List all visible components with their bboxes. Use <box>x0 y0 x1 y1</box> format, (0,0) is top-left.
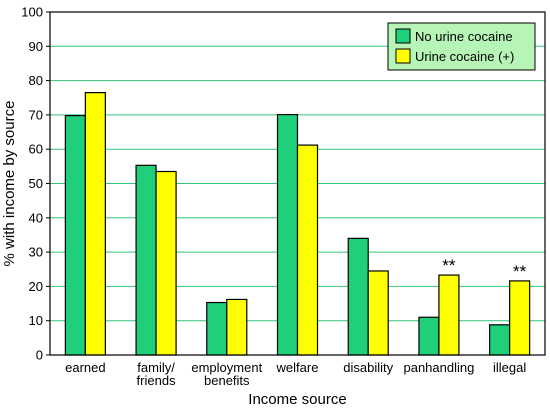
y-tick-label: 0 <box>36 348 43 363</box>
legend-label: No urine cocaine <box>415 29 513 44</box>
bar-no-cocaine <box>135 164 157 356</box>
y-tick-label: 30 <box>29 245 43 260</box>
y-tick-label: 90 <box>29 39 43 54</box>
bar-no-cocaine <box>276 113 299 356</box>
legend-label: Urine cocaine (+) <box>415 49 514 64</box>
y-tick-label: 80 <box>29 73 43 88</box>
legend-swatch <box>395 28 411 44</box>
significance-annotation: ** <box>513 262 527 281</box>
y-axis-title: % with income by source <box>1 101 18 267</box>
bar-no-cocaine <box>418 316 440 356</box>
bar-cocaine-positive <box>296 144 319 356</box>
y-tick-label: 100 <box>21 5 43 20</box>
x-tick-label: panhandling <box>403 360 474 375</box>
bar-cocaine-positive <box>509 280 531 356</box>
x-tick-label: welfare <box>276 360 319 375</box>
bar-cocaine-positive <box>438 274 460 356</box>
y-tick-label: 50 <box>29 176 43 191</box>
y-tick-label: 60 <box>29 142 43 157</box>
x-axis-title: Income source <box>248 391 346 408</box>
x-tick-label: benefits <box>204 373 250 388</box>
bar-no-cocaine <box>206 301 228 356</box>
bar-cocaine-positive <box>367 270 389 356</box>
bar-cocaine-positive <box>155 170 177 356</box>
x-tick-label: earned <box>65 360 105 375</box>
bar-no-cocaine <box>347 237 369 356</box>
x-tick-label: employment <box>191 360 262 375</box>
y-tick-label: 40 <box>29 210 43 225</box>
bar-no-cocaine <box>64 114 86 356</box>
x-tick-label: friends <box>137 373 177 388</box>
bar-cocaine-positive <box>84 92 106 356</box>
plot-frame <box>49 11 546 356</box>
bar-no-cocaine <box>489 324 511 356</box>
y-tick-label: 10 <box>29 313 43 328</box>
significance-annotation: ** <box>442 256 456 275</box>
x-tick-label: disability <box>343 360 393 375</box>
y-tick-label: 20 <box>29 279 43 294</box>
y-tick-label: 70 <box>29 107 43 122</box>
x-tick-label: family/ <box>137 360 175 375</box>
legend-box <box>387 22 536 71</box>
legend-swatch <box>395 48 411 64</box>
x-tick-label: illegal <box>493 360 526 375</box>
bar-cocaine-positive <box>226 298 248 356</box>
